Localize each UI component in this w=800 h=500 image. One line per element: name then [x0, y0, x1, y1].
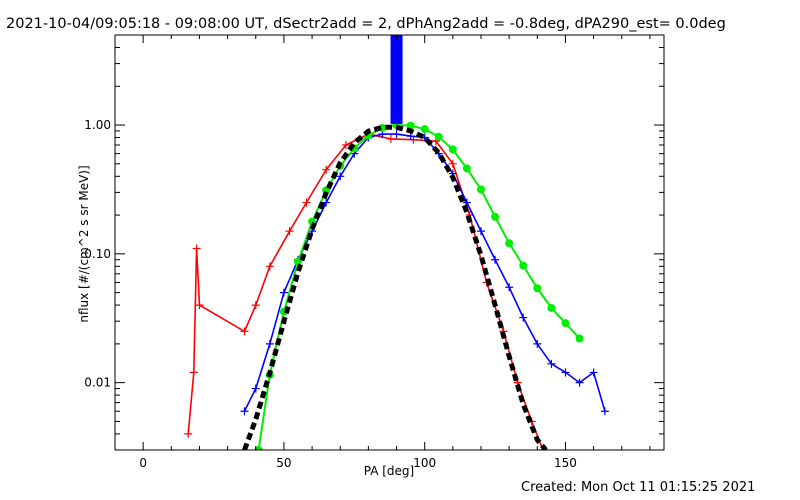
series-1-line — [243, 133, 606, 412]
series-0-point-9 — [322, 165, 331, 174]
series-group — [184, 35, 609, 450]
green-fit-point-19 — [519, 261, 528, 270]
green-fit-point-16 — [477, 185, 485, 194]
x-axis-label: PA [deg] — [364, 464, 414, 478]
green-fit-point-18 — [505, 239, 514, 248]
green-fit-point-12 — [420, 125, 429, 134]
series-0-point-10 — [341, 140, 350, 149]
y-axis-label: nflux [#/(cm^2 s sr MeV)] — [77, 165, 91, 322]
series-1-point-26 — [600, 407, 609, 416]
series-1-point-3 — [279, 288, 288, 297]
series-0-point-7 — [285, 227, 294, 236]
series-0-point-15 — [448, 159, 457, 168]
series-1-point-23 — [561, 368, 570, 377]
green-fit-point-13 — [434, 132, 443, 141]
plot-title: 2021-10-04/09:05:18 - 09:08:00 UT, dSect… — [6, 16, 726, 32]
series-1-point-7 — [336, 172, 345, 181]
series-0-point-4 — [240, 327, 249, 336]
series-1-point-0 — [240, 407, 249, 416]
series-1-point-11 — [392, 130, 401, 139]
green-fit-point-0 — [254, 446, 263, 450]
y-tick-label-1: 0.10 — [84, 247, 111, 261]
series-0-point-0 — [184, 429, 193, 438]
series-1-point-25 — [589, 368, 598, 377]
series-0-point-2 — [192, 244, 201, 253]
series-1-point-16 — [462, 198, 471, 207]
series-0-point-8 — [302, 198, 311, 207]
green-fit-point-20 — [533, 284, 542, 293]
series-1-point-20 — [519, 313, 528, 322]
green-fit-point-17 — [491, 212, 500, 221]
plot-frame — [114, 34, 665, 451]
green-fit-point-22 — [561, 319, 570, 328]
green-fit-line — [257, 123, 581, 450]
series-1-point-18 — [491, 255, 500, 264]
green-fit-point-15 — [462, 164, 471, 173]
series-0-point-6 — [265, 262, 274, 271]
blue-spike — [390, 35, 403, 124]
series-0-point-1 — [189, 368, 198, 377]
green-fit-point-21 — [547, 303, 556, 312]
axes-layer: 0 50 100 150 0.01 0.10 1.00 — [84, 34, 664, 470]
series-0-point-3 — [195, 301, 204, 310]
x-tick-label-2: 100 — [413, 456, 436, 470]
plot-layer — [184, 35, 609, 450]
series-1-point-17 — [477, 227, 485, 236]
x-tick-label-0: 0 — [139, 456, 147, 470]
green-fit-point-23 — [575, 334, 584, 343]
series-0-point-5 — [251, 301, 260, 310]
series-1-point-2 — [265, 339, 274, 348]
series-1-point-1 — [251, 384, 260, 393]
created-timestamp: Created: Mon Oct 11 01:15:25 2021 — [521, 480, 756, 495]
black-fit-line — [242, 124, 548, 450]
green-fit-point-11 — [406, 121, 415, 130]
series-0-point-12 — [386, 134, 395, 143]
y-tick-label-2: 1.00 — [84, 118, 111, 132]
series-1-point-22 — [547, 359, 556, 368]
series-1-point-21 — [533, 339, 542, 348]
series-1-point-24 — [575, 378, 584, 387]
x-tick-label-1: 50 — [276, 456, 291, 470]
series-1-point-19 — [505, 283, 514, 292]
x-tick-label-3: 150 — [554, 456, 577, 470]
green-fit-point-14 — [448, 145, 457, 154]
y-tick-label-0: 0.01 — [84, 376, 111, 390]
